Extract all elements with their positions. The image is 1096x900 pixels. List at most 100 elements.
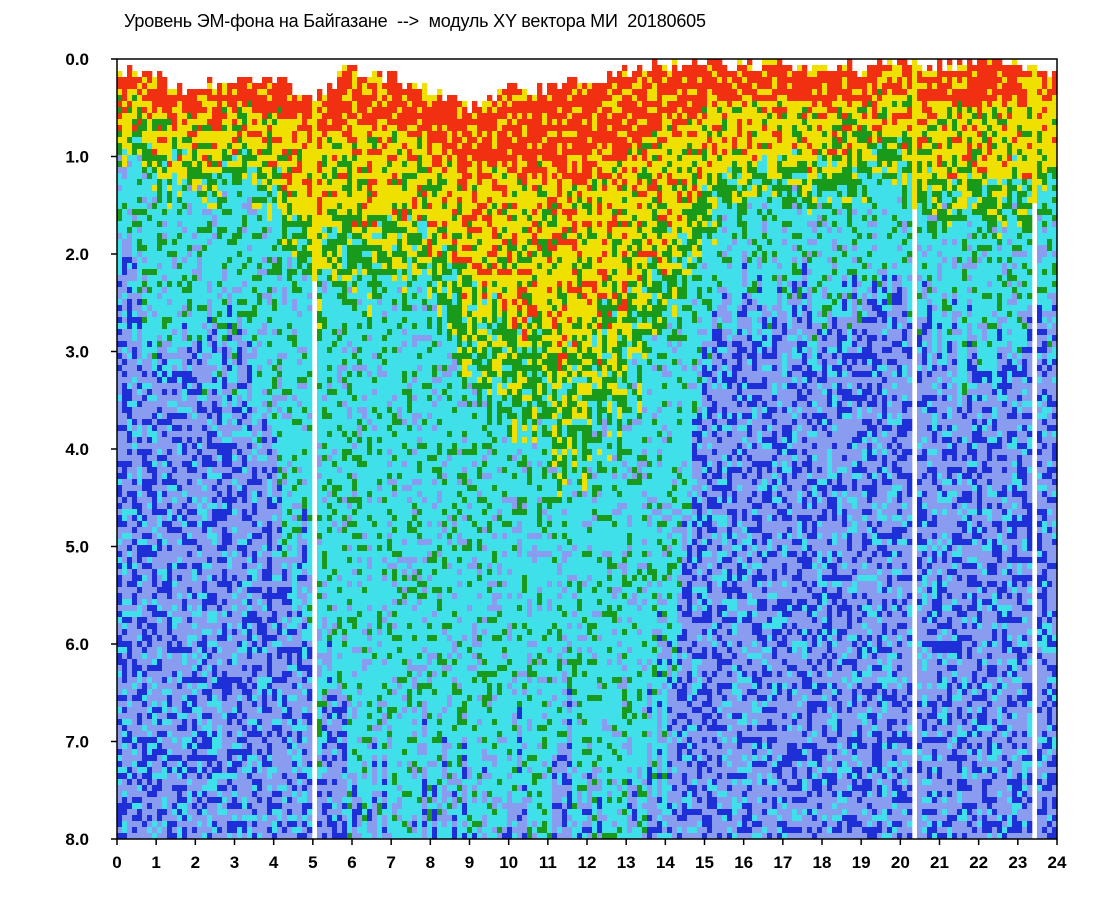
heatmap-cell [127,197,133,204]
heatmap-cell [242,185,248,192]
heatmap-cell [122,119,128,126]
heatmap-cell [292,767,298,774]
heatmap-cell [177,353,183,360]
heatmap-cell [172,221,178,228]
heatmap-cell [292,251,298,258]
heatmap-cell [122,83,128,90]
heatmap-cell [167,461,173,468]
heatmap-cell [257,833,263,840]
heatmap-cell [277,227,283,234]
heatmap-cell [262,215,268,222]
heatmap-cell [157,761,163,768]
heatmap-cell [257,377,263,384]
heatmap-cell [142,659,148,666]
heatmap-cell [222,503,228,510]
heatmap-cell [162,509,168,516]
heatmap-cell [252,407,258,414]
heatmap-cell [252,263,258,270]
heatmap-cell [237,479,243,486]
heatmap-cell [197,347,203,354]
heatmap-cell [207,179,213,186]
heatmap-cell [172,479,178,486]
heatmap-cell [187,689,193,696]
heatmap-cell [177,197,183,204]
heatmap-cell [292,107,298,114]
heatmap-cell [287,761,293,768]
heatmap-cell [162,761,168,768]
heatmap-cell [307,353,313,360]
heatmap-cell [192,227,198,234]
heatmap-cell [177,239,183,246]
heatmap-cell [172,173,178,180]
heatmap-cell [292,419,298,426]
heatmap-cell [157,725,163,732]
heatmap-cell [277,605,283,612]
heatmap-cell [177,365,183,372]
heatmap-cell [227,143,233,150]
heatmap-cell [202,803,208,810]
heatmap-cell [137,383,143,390]
heatmap-cell [132,797,138,804]
heatmap-cell [157,479,163,486]
heatmap-cell [187,155,193,162]
heatmap-cell [207,209,213,216]
heatmap-cell [212,479,218,486]
heatmap-cell [187,629,193,636]
heatmap-cell [302,365,308,372]
heatmap-cell [117,713,123,720]
heatmap-cell [192,401,198,408]
heatmap-cell [317,269,323,276]
heatmap-cell [292,551,298,558]
heatmap-cell [137,761,143,768]
heatmap-cell [162,191,168,198]
heatmap-cell [277,641,283,648]
heatmap-cell [297,203,303,210]
heatmap-cell [132,95,138,102]
heatmap-cell [292,665,298,672]
heatmap-cell [287,623,293,630]
heatmap-cell [297,359,303,366]
heatmap-cell [252,275,258,282]
heatmap-cell [147,689,153,696]
heatmap-cell [152,173,158,180]
heatmap-cell [142,107,148,114]
heatmap-cell [212,95,218,102]
heatmap-cell [132,527,138,534]
heatmap-cell [197,521,203,528]
heatmap-cell [212,137,218,144]
heatmap-cell [317,167,323,174]
heatmap-cell [252,461,258,468]
heatmap-cell [167,209,173,216]
heatmap-cell [117,161,123,168]
heatmap-cell [147,383,153,390]
heatmap-cell [147,809,153,816]
heatmap-cell [277,155,283,162]
heatmap-cell [272,491,278,498]
heatmap-cell [287,689,293,696]
heatmap-cell [277,377,283,384]
heatmap-cell [187,371,193,378]
heatmap-cell [162,485,168,492]
heatmap-cell [117,269,123,276]
heatmap-cell [257,335,263,342]
heatmap-cell [292,257,298,264]
heatmap-cell [207,719,213,726]
heatmap-cell [147,239,153,246]
heatmap-cell [142,479,148,486]
heatmap-cell [207,161,213,168]
heatmap-cell [172,149,178,156]
heatmap-cell [217,647,223,654]
heatmap-cell [182,755,188,762]
heatmap-cell [172,365,178,372]
heatmap-cell [297,101,303,108]
heatmap-cell [252,545,258,552]
heatmap-cell [182,167,188,174]
heatmap-cell [237,317,243,324]
heatmap-cell [282,785,288,792]
heatmap-cell [117,827,123,834]
heatmap-cell [127,569,133,576]
heatmap-cell [207,629,213,636]
heatmap-cell [142,353,148,360]
heatmap-cell [122,185,128,192]
heatmap-cell [302,173,308,180]
